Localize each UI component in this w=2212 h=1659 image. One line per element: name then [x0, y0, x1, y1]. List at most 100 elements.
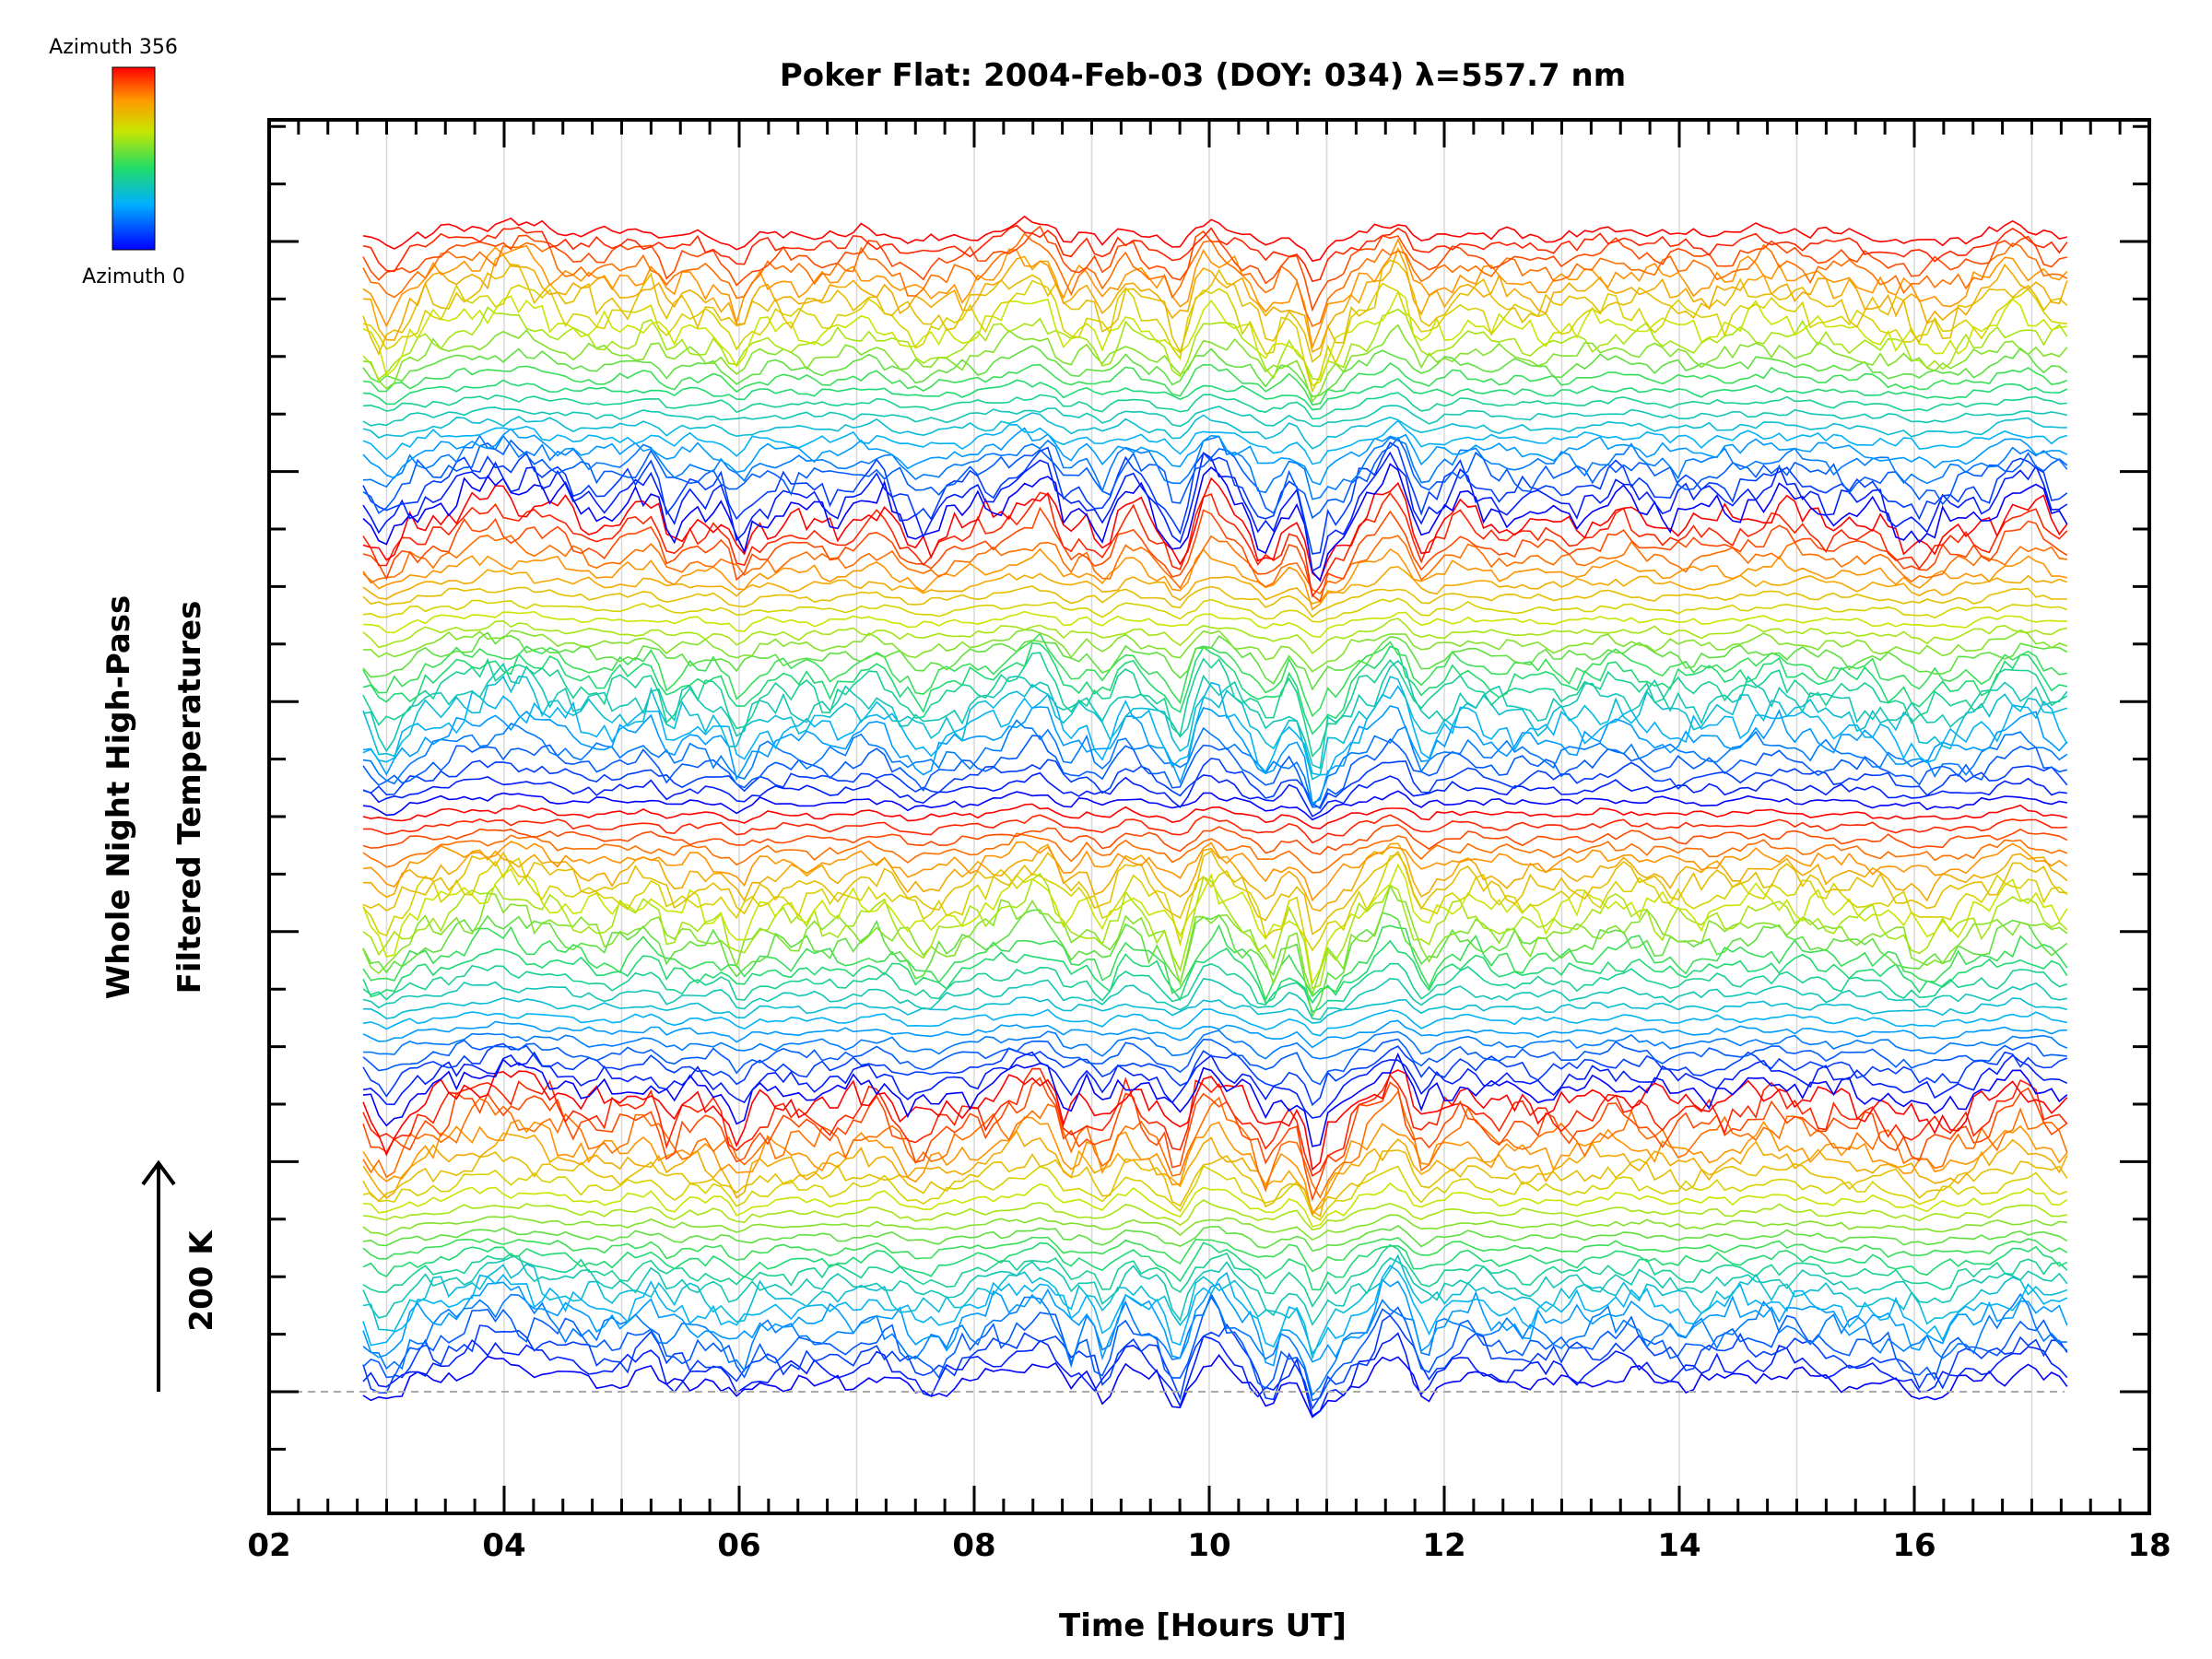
series-line: [362, 225, 2067, 312]
y-axis-label-line2: Filtered Temperatures: [171, 601, 208, 994]
series-line: [362, 238, 2068, 350]
series-line: [362, 790, 2067, 821]
series-line: [362, 1051, 2068, 1119]
series-line: [362, 631, 2068, 691]
series-line: [362, 436, 2068, 520]
series-line: [362, 451, 2068, 572]
series-line: [362, 434, 2068, 500]
series-line: [362, 675, 2068, 781]
series-line: [362, 1069, 2068, 1171]
series-line: [362, 719, 2068, 808]
series-line: [362, 1254, 2068, 1326]
x-tick-label: 14: [1657, 1527, 1700, 1564]
series-line: [362, 659, 2068, 770]
y-axis-label-line1: Whole Night High-Pass: [100, 595, 137, 1000]
x-tick-label: 06: [717, 1527, 760, 1564]
series-line: [362, 962, 2068, 1013]
series-line: [362, 477, 2068, 582]
series-line: [362, 1241, 2068, 1291]
colorbar: Azimuth 356 Azimuth 0: [49, 36, 185, 288]
series-line: [362, 977, 2067, 1021]
series-line: [362, 1089, 2068, 1199]
series-line: [362, 1332, 2068, 1418]
series-line: [362, 1149, 2068, 1214]
series-line: [362, 1164, 2068, 1221]
series-line: [362, 506, 2068, 603]
series-line: [362, 412, 2067, 450]
series-line: [362, 1052, 2068, 1147]
series-line: [362, 832, 2068, 874]
series-line: [362, 1130, 2068, 1218]
series-line: [362, 246, 2068, 354]
axis-ticks: [267, 120, 2151, 1513]
series-line: [362, 1029, 2068, 1060]
series-line: [362, 1295, 2068, 1402]
series-line: [362, 704, 2068, 805]
series-line: [362, 1182, 2068, 1228]
series-line: [362, 279, 2067, 394]
series-line: [362, 491, 2068, 598]
colorbar-gradient: [112, 66, 156, 251]
series-line: [362, 824, 2068, 855]
series-line: [362, 850, 2067, 935]
series-line: [362, 463, 2068, 582]
series-line: [362, 618, 2067, 655]
series-line: [362, 1214, 2067, 1241]
series-line: [362, 735, 2068, 808]
colorbar-min-label: Azimuth 0: [82, 265, 185, 288]
series-group: [362, 215, 2068, 1418]
series-line: [362, 324, 2068, 404]
series-line: [362, 405, 2067, 428]
series-line: [362, 1199, 2067, 1231]
x-tick-label: 12: [1422, 1527, 1465, 1564]
series-line: [362, 419, 2068, 465]
series-line: [362, 939, 2068, 1005]
series-line: [362, 1354, 2068, 1418]
series-line: [362, 632, 2067, 718]
series-line: [362, 306, 2068, 381]
scale-arrow: [141, 1159, 176, 1392]
series-line: [362, 841, 2068, 902]
x-tick-label: 18: [2127, 1527, 2171, 1564]
series-line: [362, 681, 2068, 776]
scale-label: 200 K: [183, 1230, 220, 1332]
series-line: [362, 1008, 2067, 1037]
series-line: [362, 1042, 2068, 1107]
series-line: [362, 610, 2067, 639]
series-line: [362, 884, 2068, 997]
series-line: [362, 362, 2068, 406]
series-line: [362, 1116, 2068, 1217]
series-line: [362, 1019, 2067, 1049]
series-line: [362, 909, 2068, 1018]
x-tick-label: 02: [247, 1527, 290, 1564]
series-line: [362, 441, 2068, 555]
series-line: [362, 1236, 2068, 1273]
series-line: [362, 585, 2067, 618]
series-line: [362, 1314, 2068, 1410]
x-tick-labels: 02 04 06 08 10 12 14 16 18: [247, 1527, 2171, 1564]
series-line: [362, 757, 2068, 810]
series-line: [362, 1038, 2067, 1086]
series-line: [362, 814, 2067, 844]
series-line: [362, 924, 2068, 1002]
series-line: [362, 232, 2068, 327]
series-line: [362, 547, 2067, 611]
series-line: [362, 1225, 2068, 1252]
series-line: [362, 290, 2067, 387]
series-line: [362, 863, 2068, 986]
x-tick-label: 16: [1892, 1527, 1936, 1564]
series-line: [362, 1243, 2068, 1308]
series-line: [362, 597, 2068, 623]
series-line: [362, 535, 2067, 595]
x-axis-label: Time [Hours UT]: [1059, 1607, 1347, 1644]
series-line: [362, 1292, 2067, 1396]
series-line: [362, 853, 2068, 952]
series-line: [362, 996, 2068, 1024]
x-tick-label: 10: [1187, 1527, 1230, 1564]
chart-title: Poker Flat: 2004-Feb-03 (DOY: 034) λ=557…: [780, 57, 1626, 94]
x-tick-label: 04: [482, 1527, 525, 1564]
series-line: [362, 224, 2068, 283]
series-line: [362, 345, 2068, 398]
series-line: [362, 378, 2068, 411]
series-line: [362, 641, 2067, 735]
